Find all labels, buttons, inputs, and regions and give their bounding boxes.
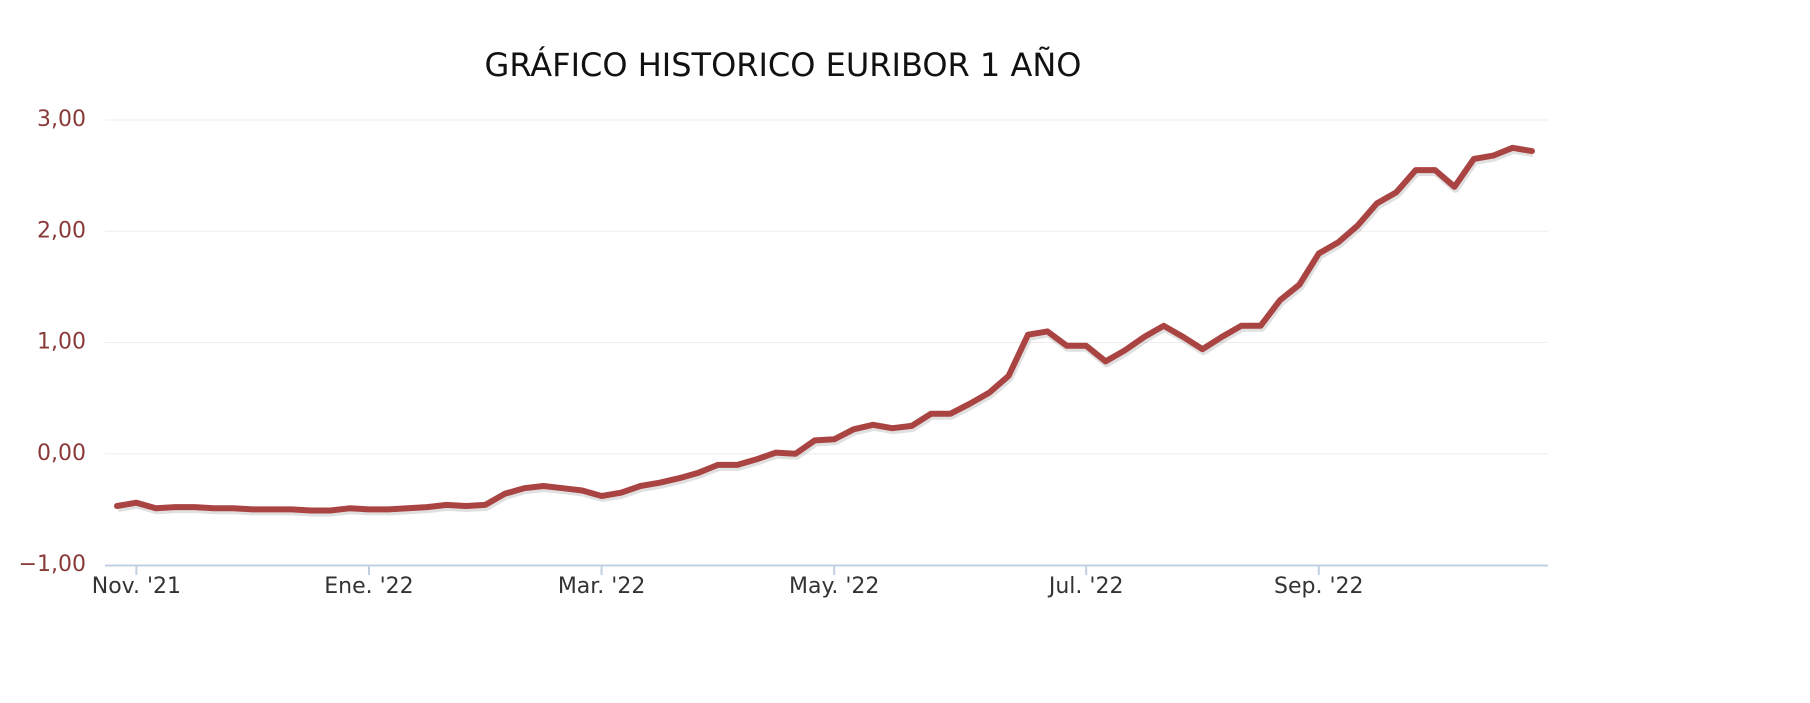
y-tick-label: 1,00: [37, 330, 86, 355]
x-tick-label: Mar. '22: [558, 574, 646, 599]
line-shadow: [117, 145, 1534, 517]
x-tick-label: Ene. '22: [324, 574, 413, 599]
y-tick-label: 0,00: [37, 441, 86, 466]
y-tick-label: −1,00: [19, 552, 86, 577]
chart-title: GRÁFICO HISTORICO EURIBOR 1 AÑO: [485, 46, 1082, 84]
x-tick-label: Sep. '22: [1274, 574, 1364, 599]
line: [114, 144, 1535, 514]
x-tick-label: May. '22: [789, 574, 879, 599]
x-tick-label: Nov. '21: [92, 574, 181, 599]
y-tick-label: 3,00: [37, 107, 86, 132]
x-tick-label: Jul. '22: [1047, 574, 1124, 599]
y-tick-label: 2,00: [37, 218, 86, 243]
